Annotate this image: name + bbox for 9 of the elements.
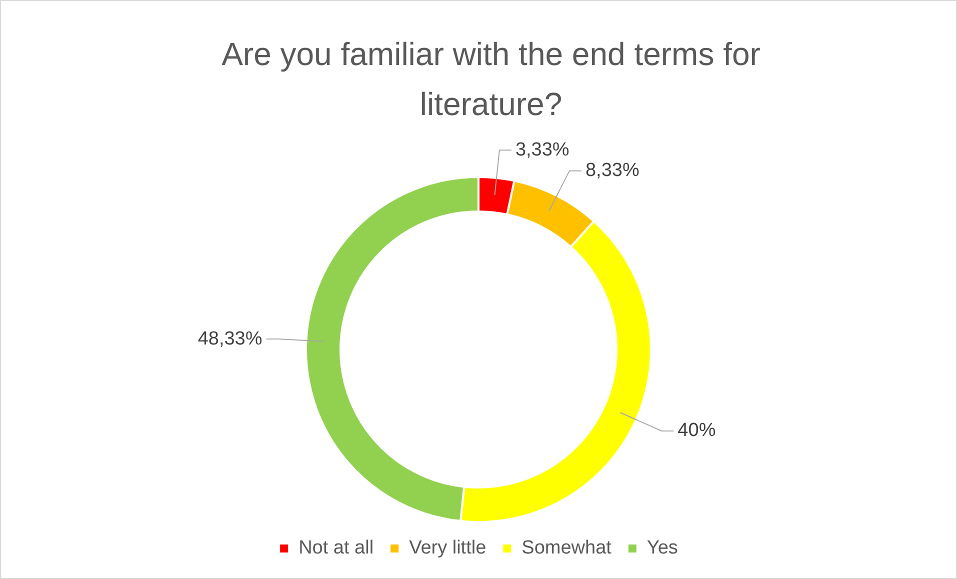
- legend-label: Very little: [409, 538, 486, 559]
- data-label: 40%: [678, 420, 716, 442]
- data-label: 8,33%: [585, 160, 640, 182]
- legend-label: Somewhat: [522, 538, 612, 559]
- data-label: 48,33%: [198, 328, 262, 350]
- legend-label: Not at all: [298, 538, 374, 559]
- legend-label: Yes: [646, 538, 678, 559]
- chart-title: Are you familiar with the end terms for literature?: [220, 35, 762, 124]
- data-label: 3,33%: [515, 139, 570, 160]
